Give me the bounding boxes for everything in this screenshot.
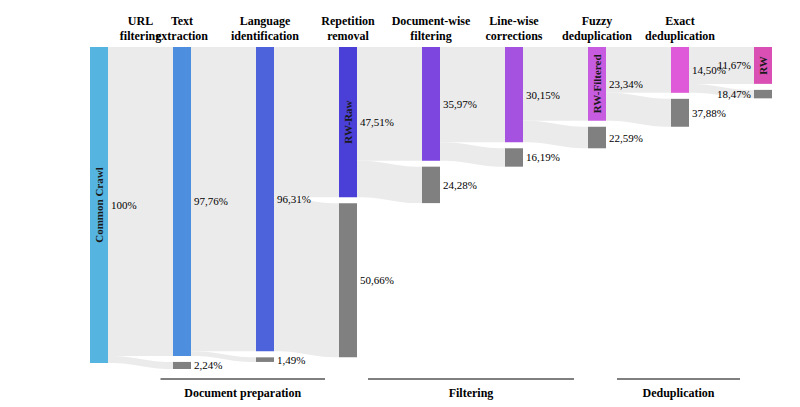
svg-text:Deduplication: Deduplication — [642, 386, 714, 400]
svg-text:35,97%: 35,97% — [443, 98, 477, 110]
svg-text:14,50%: 14,50% — [692, 63, 726, 76]
svg-text:Fuzzy: Fuzzy — [582, 14, 613, 28]
svg-text:Line-wise: Line-wise — [489, 14, 539, 28]
svg-text:Text: Text — [171, 14, 193, 28]
svg-text:Document-wise: Document-wise — [392, 14, 471, 28]
svg-text:RW: RW — [757, 56, 769, 75]
svg-text:RW-Filtered: RW-Filtered — [591, 54, 603, 113]
svg-text:50,66%: 50,66% — [360, 274, 394, 286]
svg-text:Language: Language — [240, 14, 291, 28]
svg-text:96,31%: 96,31% — [277, 193, 311, 205]
svg-text:Repetition: Repetition — [321, 14, 375, 28]
svg-text:47,51%: 47,51% — [360, 116, 394, 128]
svg-text:11,67%: 11,67% — [717, 59, 751, 71]
svg-text:deduplication: deduplication — [645, 29, 715, 43]
svg-text:37,88%: 37,88% — [692, 107, 726, 119]
svg-text:23,34%: 23,34% — [609, 78, 643, 90]
svg-text:1,49%: 1,49% — [277, 354, 305, 366]
svg-text:RW-Raw: RW-Raw — [342, 100, 354, 143]
svg-text:extraction: extraction — [156, 29, 208, 43]
svg-text:Filtering: Filtering — [449, 386, 494, 400]
svg-text:16,19%: 16,19% — [526, 151, 560, 163]
svg-text:corrections: corrections — [485, 29, 542, 43]
svg-text:filtering: filtering — [120, 29, 161, 43]
svg-text:Document preparation: Document preparation — [184, 386, 301, 400]
svg-text:22,59%: 22,59% — [609, 132, 643, 144]
svg-text:24,28%: 24,28% — [443, 179, 477, 191]
svg-text:identification: identification — [231, 29, 299, 43]
svg-text:30,15%: 30,15% — [526, 89, 560, 101]
svg-text:Exact: Exact — [665, 14, 694, 28]
svg-text:filtering: filtering — [410, 29, 451, 43]
svg-text:deduplication: deduplication — [562, 29, 632, 43]
svg-text:URL: URL — [128, 14, 153, 28]
svg-text:18,47%: 18,47% — [717, 88, 751, 100]
svg-text:97,76%: 97,76% — [194, 195, 228, 207]
svg-text:2,24%: 2,24% — [194, 359, 222, 371]
svg-text:Common Crawl: Common Crawl — [93, 167, 105, 242]
svg-text:removal: removal — [327, 29, 369, 43]
svg-text:100%: 100% — [111, 199, 137, 211]
